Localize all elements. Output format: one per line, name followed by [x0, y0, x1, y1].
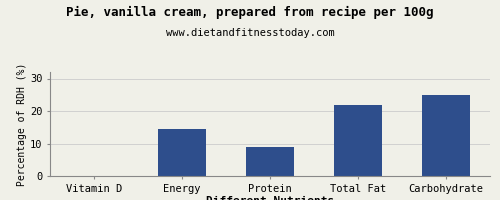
- Bar: [334, 104, 382, 176]
- Y-axis label: Percentage of RDH (%): Percentage of RDH (%): [17, 62, 27, 186]
- Text: www.dietandfitnesstoday.com: www.dietandfitnesstoday.com: [166, 28, 334, 38]
- Bar: [422, 95, 470, 176]
- Text: Pie, vanilla cream, prepared from recipe per 100g: Pie, vanilla cream, prepared from recipe…: [66, 6, 434, 19]
- X-axis label: Different Nutrients: Different Nutrients: [206, 196, 334, 200]
- Bar: [246, 147, 294, 176]
- Bar: [158, 129, 206, 176]
